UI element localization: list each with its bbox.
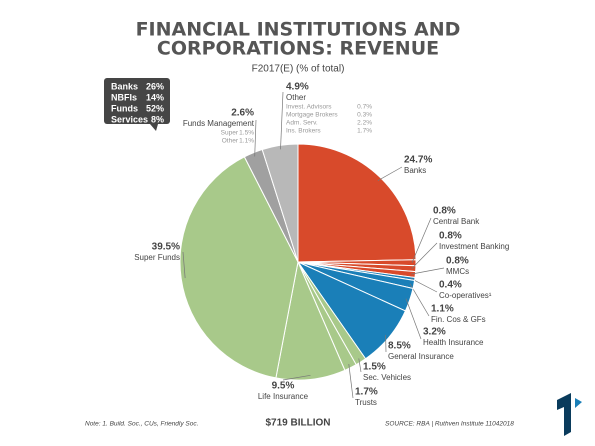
category-label: Central Bank bbox=[433, 217, 480, 226]
category-label: Investment Banking bbox=[439, 242, 509, 251]
detail-value: 1.5% bbox=[239, 130, 254, 137]
leader-line bbox=[377, 166, 403, 181]
summary-value: 8% bbox=[151, 114, 164, 124]
value-label: 0.8% bbox=[446, 256, 469, 267]
summary-value: 52% bbox=[146, 103, 164, 113]
summary-label: Services bbox=[111, 114, 148, 124]
leader-line bbox=[254, 119, 257, 157]
value-label: 0.8% bbox=[439, 231, 462, 242]
value-label: 0.8% bbox=[433, 206, 456, 217]
category-label: Funds Management bbox=[183, 119, 255, 128]
summary-label: Banks bbox=[111, 81, 138, 91]
category-label: Other bbox=[286, 93, 306, 102]
detail-label: Mortgage Brokers bbox=[286, 112, 338, 119]
source: SOURCE: RBA | Ruthven Institute 11042018 bbox=[385, 421, 514, 428]
total: $719 BILLION bbox=[265, 418, 330, 429]
category-label: Trusts bbox=[355, 398, 377, 407]
note: Note: 1. Build. Soc., CUs, Friendly Soc. bbox=[85, 421, 199, 428]
detail-value: 1.7% bbox=[357, 128, 372, 135]
category-label: Banks bbox=[404, 166, 426, 175]
category-label: Co-operatives¹ bbox=[439, 291, 492, 300]
leader-line bbox=[411, 217, 432, 263]
value-label: 8.5% bbox=[388, 341, 411, 352]
category-label: General Insurance bbox=[388, 352, 454, 361]
detail-value: 0.3% bbox=[357, 112, 372, 119]
category-label: Health Insurance bbox=[423, 338, 484, 347]
value-label: 4.9% bbox=[286, 82, 309, 93]
detail-value: 0.7% bbox=[357, 104, 372, 111]
detail-label: Ins. Brokers bbox=[286, 128, 321, 135]
value-label: 39.5% bbox=[152, 242, 180, 253]
value-label: 24.7% bbox=[404, 155, 432, 166]
leader-line bbox=[282, 374, 311, 381]
summary-box bbox=[104, 78, 170, 124]
value-label: 1.7% bbox=[355, 387, 378, 398]
leader-line bbox=[405, 298, 422, 340]
detail-label: Invest. Advisors bbox=[286, 104, 332, 111]
pie-slice bbox=[179, 156, 299, 379]
value-label: 1.5% bbox=[363, 362, 386, 373]
chart-subtitle: F2017(E) (% of total) bbox=[252, 64, 345, 75]
pie-slice bbox=[261, 143, 299, 263]
category-label: MMCs bbox=[446, 267, 469, 276]
leader-line bbox=[411, 242, 438, 269]
leader-line bbox=[358, 358, 362, 373]
category-label: Fin. Cos & GFs bbox=[431, 315, 486, 324]
value-label: 2.6% bbox=[231, 108, 254, 119]
summary-label: Funds bbox=[111, 103, 138, 113]
leader-line bbox=[182, 251, 186, 279]
category-label: Life Insurance bbox=[258, 392, 309, 401]
detail-value: 1.1% bbox=[239, 138, 254, 145]
summary-value: 26% bbox=[146, 81, 164, 91]
detail-label: Adm. Serv. bbox=[286, 120, 318, 127]
leader-line bbox=[410, 278, 438, 293]
detail-label: Super bbox=[221, 130, 239, 137]
summary-value: 14% bbox=[146, 92, 164, 102]
value-label: 3.2% bbox=[423, 327, 446, 338]
pie-slice bbox=[297, 143, 417, 263]
category-label: Super Funds bbox=[134, 253, 180, 262]
value-label: 9.5% bbox=[272, 381, 295, 392]
summary-label: NBFIs bbox=[111, 92, 137, 102]
value-label: 0.4% bbox=[439, 280, 462, 291]
leader-line bbox=[280, 91, 284, 150]
chart-title: CORPORATIONS: REVENUE bbox=[157, 38, 439, 60]
summary-pointer bbox=[150, 124, 158, 131]
chart-title: FINANCIAL INSTITUTIONS AND bbox=[136, 19, 461, 41]
value-label: 1.1% bbox=[431, 304, 454, 315]
leader-line bbox=[348, 364, 354, 399]
detail-label: Other bbox=[222, 138, 239, 145]
logo bbox=[557, 393, 582, 436]
category-label: Sec. Vehicles bbox=[363, 373, 411, 382]
leader-line bbox=[411, 267, 445, 275]
detail-value: 2.2% bbox=[357, 120, 372, 127]
